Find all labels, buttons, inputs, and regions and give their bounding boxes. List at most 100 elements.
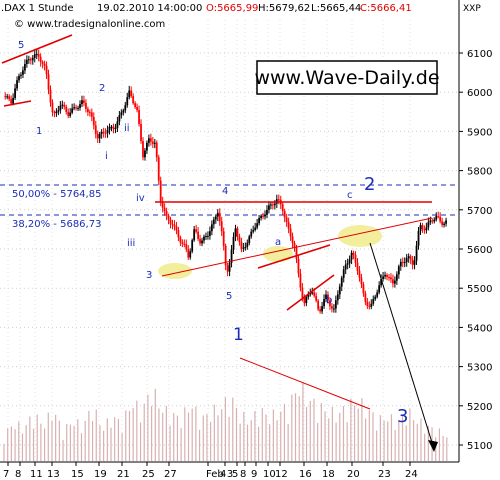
candle-body xyxy=(323,299,325,307)
candle-body xyxy=(85,102,87,109)
wave-label: a xyxy=(275,237,281,248)
candle-body xyxy=(370,303,373,307)
candle-body xyxy=(183,243,186,245)
x-tick-label: 13 xyxy=(47,469,60,480)
x-tick-label: Feb 3 xyxy=(206,469,233,480)
candle-body xyxy=(352,252,355,255)
candle-body xyxy=(77,107,79,109)
candle-body xyxy=(47,74,50,90)
candle-body xyxy=(120,112,123,116)
candle-body xyxy=(20,74,22,76)
candle-body xyxy=(122,110,125,113)
header-low: L:5665,44 xyxy=(311,3,361,14)
candle-body xyxy=(443,223,445,225)
candle-body xyxy=(350,252,353,260)
wave-label: 3 xyxy=(146,270,152,281)
y-tick-label: 5600 xyxy=(467,245,492,256)
candle-body xyxy=(185,244,188,250)
candle-body xyxy=(423,229,426,231)
fib-lines xyxy=(0,184,459,216)
candle-body xyxy=(187,249,190,258)
wave-label: 3 xyxy=(397,406,408,427)
candle-body xyxy=(413,260,416,265)
candle-body xyxy=(144,150,146,158)
candle-body xyxy=(417,230,420,246)
wave-label: iv xyxy=(136,193,145,204)
candle-body xyxy=(81,100,83,105)
candle-body xyxy=(238,236,241,242)
candle-body xyxy=(114,128,117,130)
candle-body xyxy=(39,56,42,62)
candle-body xyxy=(209,231,211,236)
candle-body xyxy=(254,227,257,230)
candle-body xyxy=(226,265,229,272)
candle-body xyxy=(230,249,233,263)
candle-body xyxy=(149,138,152,142)
candle-body xyxy=(214,216,217,220)
x-tick-label: 4 xyxy=(220,469,226,480)
candle-body xyxy=(201,240,203,244)
candle-body xyxy=(33,54,36,58)
x-tick-label: 12 xyxy=(275,469,288,480)
candle-body xyxy=(31,57,34,61)
candle-body xyxy=(380,279,383,286)
wave-label: 2 xyxy=(99,83,105,94)
candle-body xyxy=(273,203,276,206)
candle-body xyxy=(293,243,296,248)
highlight-zone-wave-c xyxy=(338,225,382,247)
candle-body xyxy=(260,216,262,219)
x-tick-label: 16 xyxy=(299,469,312,480)
candle-body xyxy=(53,112,56,114)
candle-body xyxy=(348,259,351,264)
candle-body xyxy=(75,107,77,109)
candle-body xyxy=(228,262,231,272)
candle-body xyxy=(173,224,176,227)
candle-body xyxy=(165,211,168,216)
x-tick-label: 7 xyxy=(3,469,9,480)
header-close: C:5666,41 xyxy=(360,3,412,14)
candle-body xyxy=(22,70,24,75)
candle-body xyxy=(222,231,225,246)
candle-body xyxy=(437,216,440,218)
candle-body xyxy=(140,123,142,142)
candle-body xyxy=(161,201,164,208)
wave-label: iii xyxy=(127,238,135,249)
trendline-wedge-bottom xyxy=(286,274,335,311)
candle-body xyxy=(88,112,91,114)
candle-body xyxy=(346,263,349,265)
candle-body xyxy=(175,226,178,231)
candle-body xyxy=(372,299,375,304)
wave-label: 5 xyxy=(18,40,24,51)
candle-body xyxy=(354,254,357,263)
y-tick-label: 5500 xyxy=(467,284,492,295)
candle-body xyxy=(181,242,184,244)
candle-body xyxy=(71,108,74,113)
trend-lines xyxy=(1,34,433,410)
candle-body xyxy=(224,245,227,266)
candle-body xyxy=(295,247,298,259)
candle-body xyxy=(388,277,390,279)
candle-body xyxy=(142,141,144,158)
x-tick-label: 23 xyxy=(378,469,391,480)
candle-body xyxy=(179,237,182,243)
candle-body xyxy=(311,292,314,294)
candle-body xyxy=(433,219,436,222)
x-tick-label: 9 xyxy=(251,469,257,480)
trendline-support xyxy=(161,217,433,277)
candle-body xyxy=(411,259,414,265)
candle-body xyxy=(159,180,162,202)
trendline-wedge-top xyxy=(257,244,331,269)
candle-body xyxy=(27,59,30,61)
candle-body xyxy=(340,277,343,287)
candle-body xyxy=(100,131,103,134)
candle-body xyxy=(393,280,396,284)
candle-body xyxy=(382,276,384,280)
x-tick-label: 24 xyxy=(405,469,418,480)
candle-body xyxy=(136,107,138,111)
candle-body xyxy=(307,294,310,297)
candle-body xyxy=(429,220,432,223)
projection-arrow xyxy=(369,242,438,452)
candle-body xyxy=(277,199,280,201)
candle-body xyxy=(216,212,219,217)
candle-body xyxy=(96,133,99,139)
